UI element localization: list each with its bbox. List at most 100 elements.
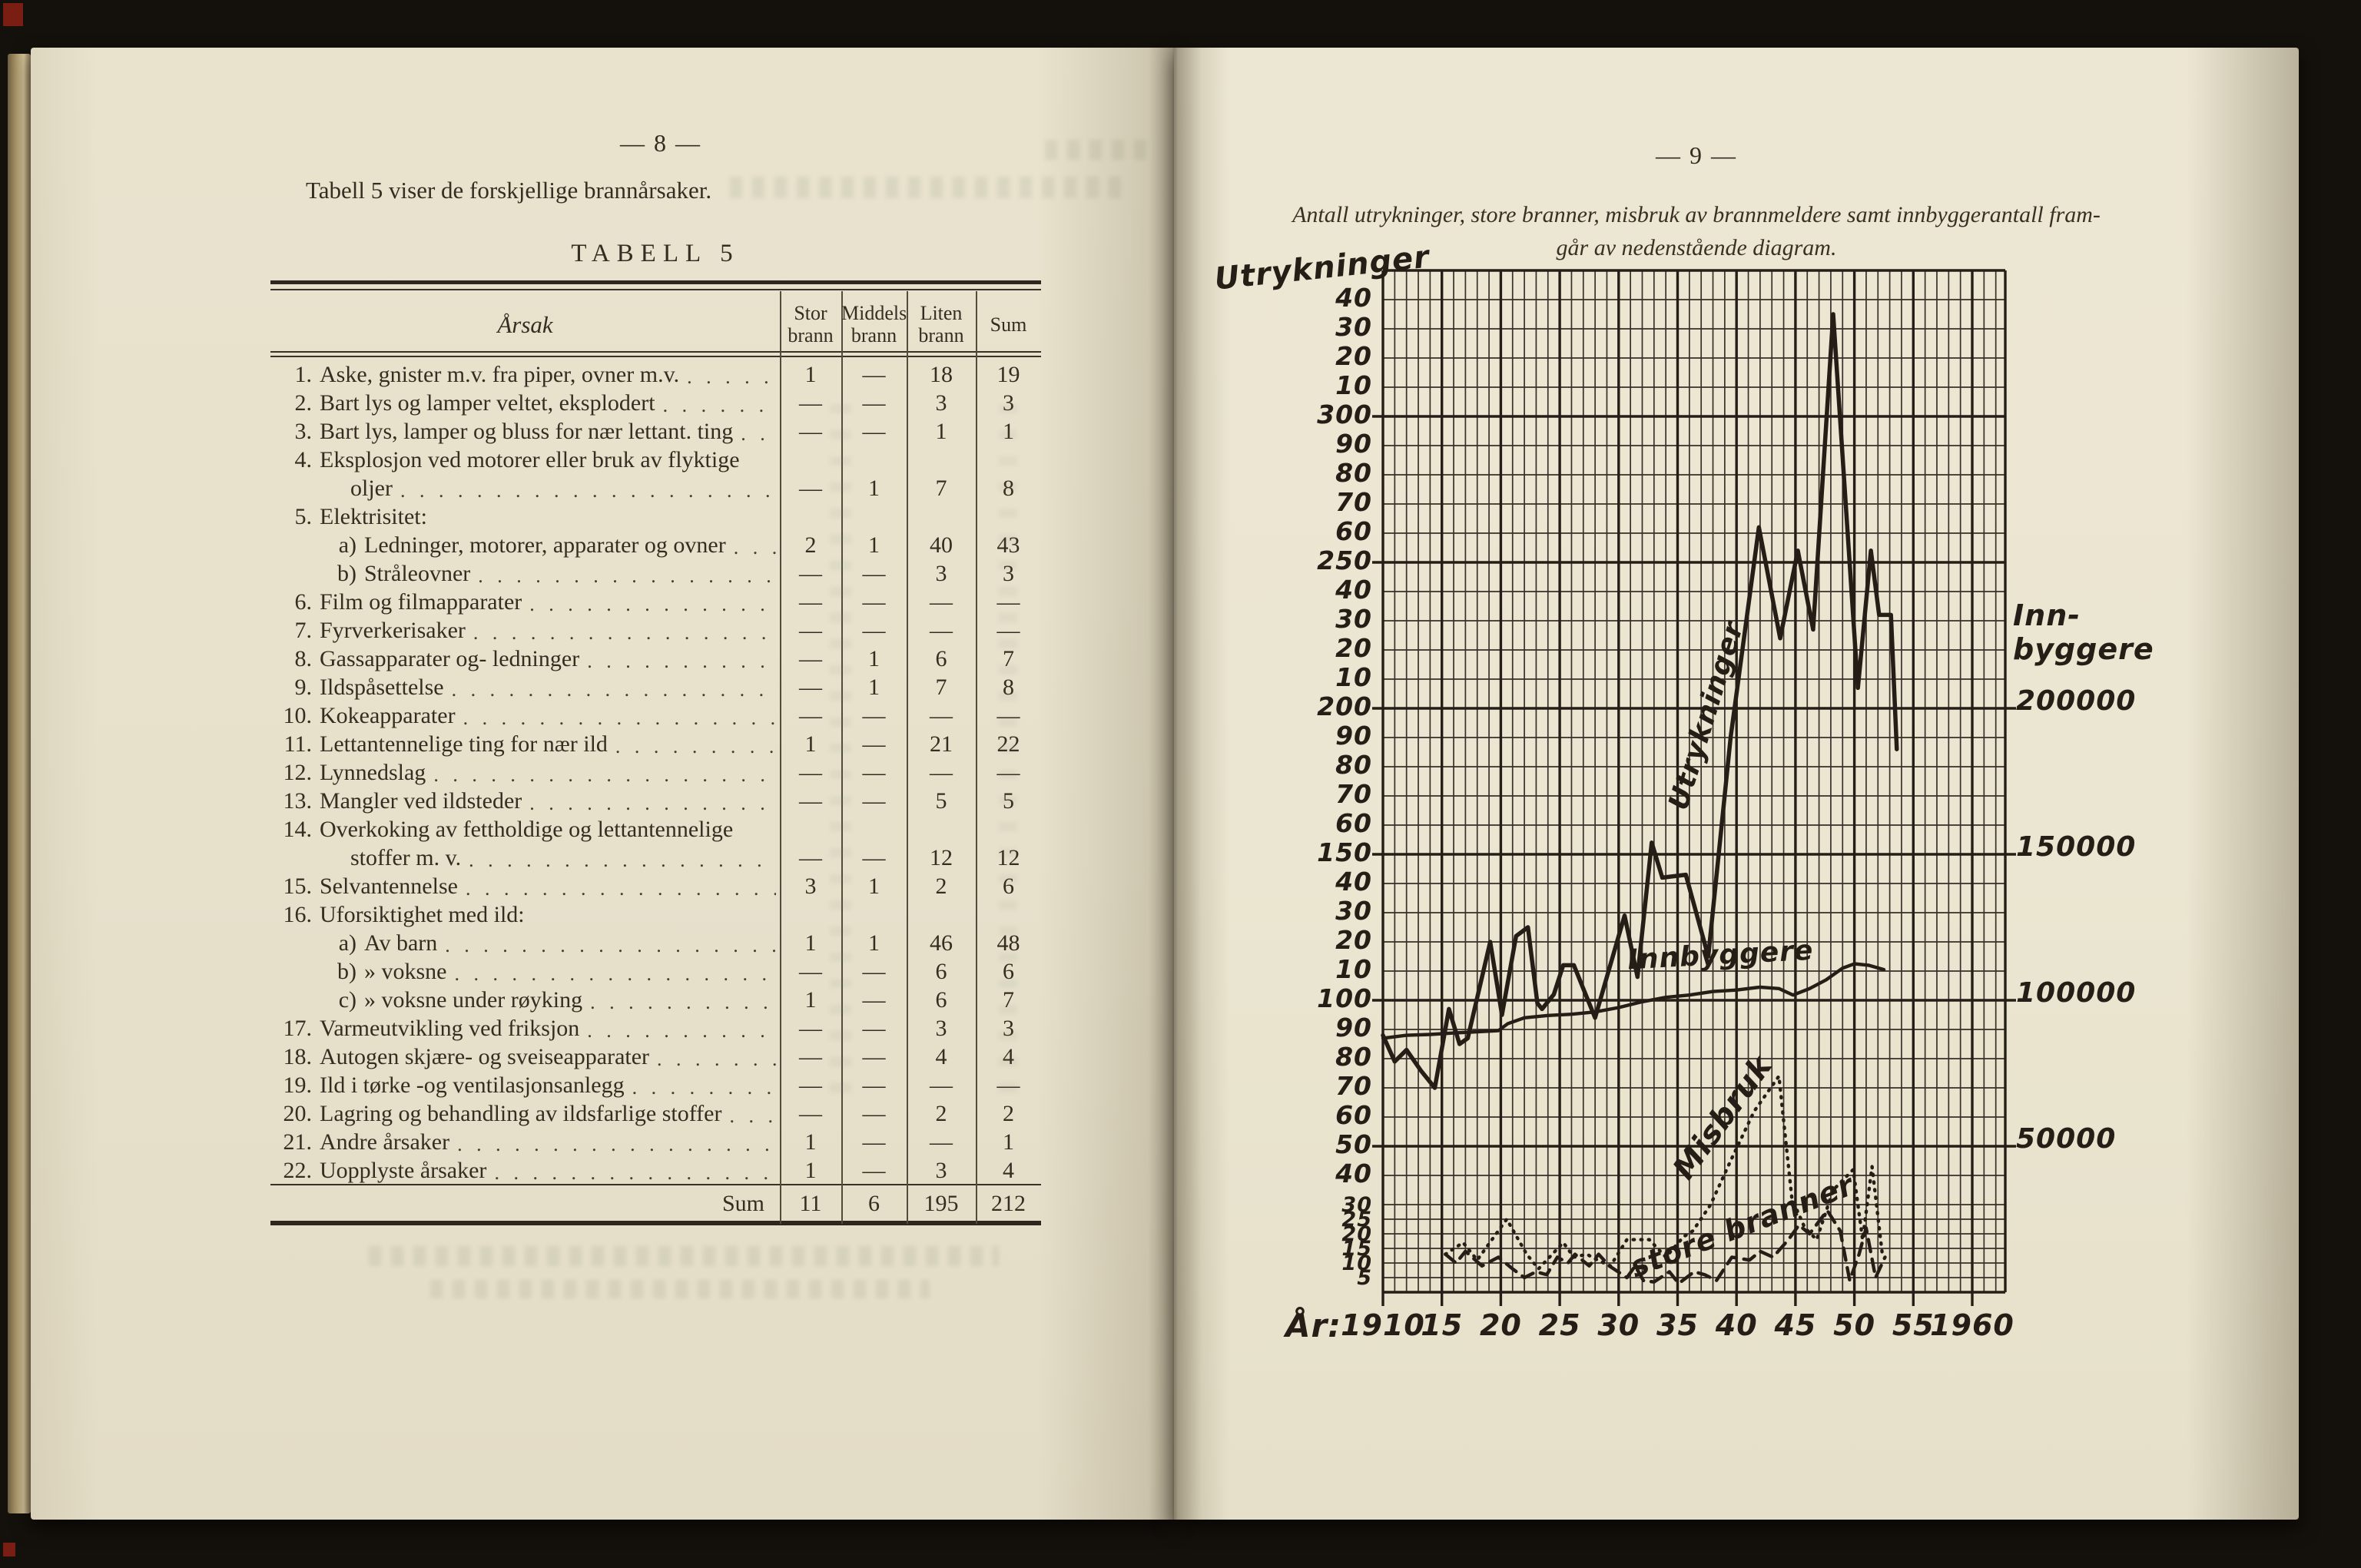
table-cell: — [862,731,886,757]
cause-label: Stråleovner [364,560,471,586]
y-axis-tick-label: 40 [1335,1159,1372,1188]
table-cell: 46 [930,930,953,956]
cause-label: Autogen skjære- og sveiseapparater [320,1043,650,1069]
cause-label: Uopplyste årsaker [320,1157,487,1183]
series-solid-innbyggere [1381,962,1886,1040]
table-cell: — [930,1129,953,1155]
table-cell: — [862,418,886,444]
table-rule-bottom-thick [270,1221,1041,1225]
y-axis-tick-label: 200 [1317,691,1372,721]
x-axis-tick-label: 1910 [1341,1308,1425,1342]
table-cell: — [862,958,886,984]
table-cell: — [799,702,822,728]
table-cell: 2 [804,532,817,558]
cause-label: Lagring og behandling av ildsfarlige sto… [320,1100,722,1126]
y-axis-tick-label: 20 [1335,633,1372,663]
dot-leader: . . . . . . . . . . . . . . . . . . . . … [590,990,776,1013]
cause-label: Mangler ved ildsteder [320,787,522,814]
y-axis-tick-label: 30 [1341,1193,1372,1217]
dot-leader: . . . . . . . . . . . . . . . . . . . . … [529,592,776,615]
table-cell: 1 [868,873,880,899]
table-cell: — [799,475,822,501]
y-axis-tick-label: 30 [1335,312,1372,342]
dot-leader: . . . . . . . . . . . . . . . . . . . . … [662,393,776,416]
y-axis-tick-label: 90 [1335,1013,1372,1043]
y-axis-tick-label: 70 [1335,1071,1372,1101]
table-cell: — [862,787,886,814]
right-axis-tick-label: 50000 [2016,1123,2116,1155]
page-8: — 8 — Tabell 5 viser de forskjellige bra… [31,48,1174,1520]
table-cell: — [799,560,822,586]
dot-leader: . . . . . . . . . . . . . . . . . . . . … [451,678,776,701]
cause-label: Overkoking av fettholdige og lettantenne… [320,816,734,842]
row-number: 14. [283,816,313,842]
table-row: 6. Film og filmapparater . . . . . . . . .… [270,588,1041,616]
dot-leader: . . . . . . . . . . . . . . . . . . . . … [454,962,777,985]
table-cell: 2 [935,873,947,899]
book-fore-edge [8,54,31,1513]
table-cell: — [930,759,953,785]
table-row: 15. Selvantennelse . . . . . . . . . . . .… [270,872,1041,900]
table-cell: 12 [996,844,1020,870]
curve-label-store-branner: store branner [1626,1168,1859,1285]
cause-label: Ildspåsettelse [320,674,444,700]
table-cell: 4 [935,1043,947,1069]
cause-label: Aske, gnister m.v. fra piper, ovner m.v. [320,361,680,387]
table-cell: 1 [1003,418,1014,444]
table-row: a) Av barn . . . . . . . . . . . . . . . .… [270,929,1041,957]
cause-label: Ledninger, motorer, apparater og ovner [364,532,726,558]
cause-label: stoffer m. v. [350,844,462,870]
cause-label: Lettantennelige ting for nær ild [320,731,608,757]
table-row: 22. Uopplyste årsaker . . . . . . . . . . … [270,1156,1041,1185]
table-cell: 40 [930,532,953,558]
table-row: 20. Lagring og behandling av ildsfarlige … [270,1099,1041,1128]
table-row: b) » voksne . . . . . . . . . . . . . . . … [270,957,1041,986]
table-cell: — [862,1072,886,1098]
table-sum-row: Sum 11 6 195 212 [270,1187,1041,1221]
row-number: 19. [283,1072,313,1098]
table-cell: 48 [996,930,1020,956]
table-row: 5. Elektrisitet: [270,502,1041,531]
cause-label: Kokeapparater [320,702,456,728]
row-number: c) [338,986,356,1013]
cause-label: » voksne under røyking [364,986,583,1013]
cause-label: Fyrverkerisaker [320,617,466,643]
cause-label: Bart lys og lamper veltet, eksplodert [320,390,655,416]
table-cell: 5 [935,787,947,814]
table-row: 2. Bart lys og lamper veltet, eksplodert.… [270,389,1041,417]
table-cell: — [799,1043,822,1069]
y-axis-tick-label: 50 [1335,1129,1372,1159]
x-axis-tick-label: 55 [1892,1308,1935,1342]
table-cell: 8 [1003,475,1014,501]
dot-leader: . . . . . . . . . . . . . . . . . . . . … [473,621,776,644]
dot-leader: . . . . . . . . . . . . . . . . . . . . … [657,1047,776,1070]
table-cell: 1 [868,475,880,501]
table-cell: 4 [1003,1157,1014,1183]
cause-label: Lynnedslag [320,759,426,785]
table-cell: 1 [868,532,880,558]
cause-label: Gassapparater og- ledninger [320,645,580,671]
table-cell: — [799,958,822,984]
table-row: 9. Ildspåsettelse . . . . . . . . . . . . … [270,673,1041,701]
intro-text: Tabell 5 viser de forskjellige brannårsa… [306,177,712,204]
dot-leader: . . . . . . . . . . . . . . . . . . . . … [463,706,776,729]
table-rule-header-sep2 [270,356,1041,357]
table-cell: 3 [1003,1015,1014,1041]
row-number: 4. [294,446,313,472]
dot-leader: . . . . . . . . . . . . . . . . . . . . … [469,848,776,871]
table-cell: — [862,1043,886,1069]
table-cell: 3 [935,390,947,416]
table-cell: 4 [1003,1043,1014,1069]
x-axis-tick-label: 35 [1656,1308,1699,1342]
table-cell: 6 [935,986,947,1013]
column-header: Middels brann [841,302,907,346]
table-cell: 6 [1003,958,1014,984]
row-number: 5. [294,503,313,529]
table-cell: 1 [804,986,817,1013]
right-axis-tick-label: 200000 [2016,685,2136,717]
table-row: 21. Andre årsaker . . . . . . . . . . . . … [270,1128,1041,1156]
table-row: 16. Uforsiktighet med ild: [270,900,1041,929]
table-row: 10. Kokeapparater . . . . . . . . . . . . … [270,701,1041,730]
grid-major [1381,269,2007,1294]
